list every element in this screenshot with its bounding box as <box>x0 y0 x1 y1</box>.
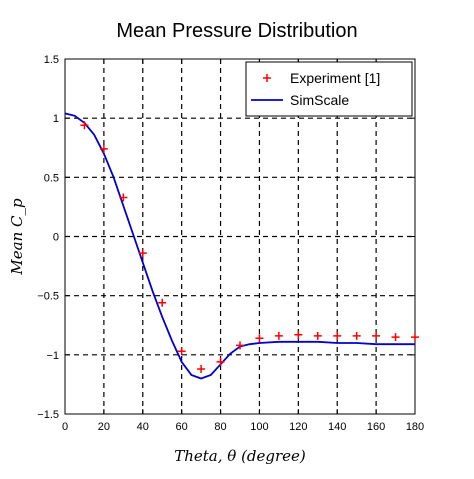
y-tick-label: 0 <box>53 232 59 244</box>
experiment-point <box>352 331 361 340</box>
legend-label: Experiment [1] <box>290 70 380 86</box>
x-tick-label: 80 <box>214 421 226 433</box>
x-tick-label: 180 <box>406 421 424 433</box>
experiment-point <box>372 331 381 340</box>
experiment-point <box>333 331 342 340</box>
x-tick-label: 160 <box>367 421 385 433</box>
experiment-point <box>391 333 400 342</box>
y-tick-label: 0.5 <box>44 172 59 184</box>
y-tick-label: 1.5 <box>44 54 59 66</box>
experiment-point <box>177 347 186 356</box>
simscale-line <box>65 112 415 380</box>
experiment-point <box>313 331 322 340</box>
experiment-point <box>158 298 167 307</box>
x-tick-label: 100 <box>250 421 268 433</box>
legend-box <box>245 61 413 117</box>
y-tick-label: −0.5 <box>37 291 59 303</box>
y-tick-label: −1 <box>46 350 59 362</box>
x-tick-label: 20 <box>98 421 110 433</box>
experiment-point <box>80 121 89 130</box>
y-tick-label: 1 <box>53 113 59 125</box>
experiment-point <box>255 334 264 343</box>
experiment-point <box>216 357 225 366</box>
experiment-point <box>119 193 128 202</box>
x-axis-label: Theta, θ (degree) <box>174 447 306 465</box>
experiment-point <box>138 249 147 258</box>
y-axis-label: Mean C_p <box>8 198 26 276</box>
legend-marker <box>263 74 271 82</box>
y-tick-label: −1.5 <box>37 409 59 421</box>
experiment-point <box>274 331 283 340</box>
chart-title: Mean Pressure Distribution <box>116 20 358 42</box>
legend-label: SimScale <box>290 92 349 108</box>
x-tick-label: 40 <box>137 421 149 433</box>
x-tick-label: 120 <box>289 421 307 433</box>
experiment-point <box>411 333 419 342</box>
experiment-point <box>236 341 244 350</box>
x-tick-label: 60 <box>176 421 188 433</box>
experiment-point <box>197 365 206 374</box>
experiment-point <box>99 144 108 153</box>
x-tick-label: 0 <box>62 421 68 433</box>
experiment-point <box>294 330 303 339</box>
x-tick-label: 140 <box>328 421 346 433</box>
